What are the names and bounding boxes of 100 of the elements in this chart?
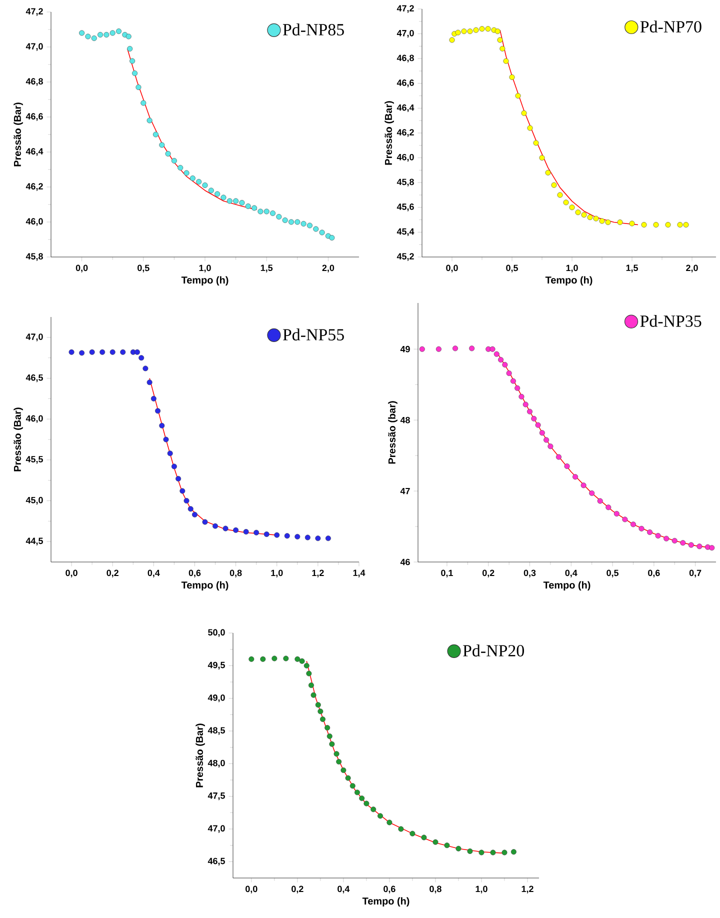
point — [245, 203, 251, 209]
point — [527, 408, 533, 414]
point — [575, 210, 581, 216]
point — [655, 532, 661, 538]
y-tick-label: 46,8 — [26, 78, 43, 86]
y-tick-label: 48 — [400, 416, 410, 424]
point — [310, 692, 316, 698]
x-tick-label: 0,4 — [148, 570, 160, 578]
point — [132, 70, 138, 76]
point — [85, 34, 91, 40]
point — [318, 708, 324, 714]
point — [587, 214, 593, 220]
point — [497, 37, 503, 43]
point — [100, 349, 106, 355]
point — [171, 158, 177, 164]
point — [556, 454, 562, 460]
point — [142, 366, 148, 372]
x-tick-label: 0,2 — [106, 570, 118, 578]
y-tick-label: 45,4 — [396, 228, 414, 236]
point — [264, 531, 270, 537]
point — [258, 208, 264, 214]
x-tick-label: 0,8 — [230, 570, 242, 578]
point — [130, 58, 136, 64]
y-tick-label: 45,8 — [396, 178, 414, 186]
point — [284, 533, 290, 539]
point — [214, 191, 220, 197]
point — [233, 527, 239, 533]
point — [313, 226, 319, 232]
point — [606, 504, 612, 510]
y-tick-label: 48,5 — [208, 727, 225, 735]
point — [184, 498, 190, 504]
y-tick-label: 44,5 — [26, 538, 43, 546]
point — [226, 198, 232, 204]
point — [436, 346, 442, 352]
y-tick-label: 45,8 — [26, 253, 43, 261]
point — [91, 35, 97, 41]
point — [315, 702, 321, 708]
point — [709, 545, 715, 551]
point — [364, 800, 370, 806]
point — [653, 222, 659, 228]
point — [531, 416, 537, 422]
point — [178, 164, 184, 170]
point — [498, 357, 504, 363]
x-tick-label: 0,0 — [446, 264, 458, 272]
point — [467, 28, 473, 34]
point — [134, 349, 140, 355]
y-tick-label: 47,0 — [26, 334, 43, 342]
x-tick-label: 1,0 — [199, 264, 211, 272]
point — [127, 46, 133, 52]
x-tick-label: 1,5 — [626, 264, 638, 272]
point — [304, 662, 310, 668]
x-tick-label: 0,7 — [689, 570, 702, 578]
y-tick-label: 46,2 — [396, 129, 414, 137]
point — [138, 355, 144, 361]
x-tick-label: 0,6 — [384, 886, 396, 894]
point — [167, 450, 173, 456]
y-tick-label: 47,0 — [208, 825, 225, 833]
point — [220, 194, 226, 200]
point — [564, 463, 570, 469]
point — [98, 32, 104, 38]
x-tick-label: 0,2 — [482, 570, 494, 578]
legend-label: Pd-NP70 — [640, 20, 702, 33]
point — [510, 849, 516, 855]
point — [325, 536, 331, 542]
point — [589, 490, 595, 496]
point — [120, 349, 126, 355]
point — [455, 30, 461, 36]
point — [196, 178, 202, 184]
point — [518, 394, 524, 400]
point — [260, 656, 266, 662]
x-axis-title: Tempo (h) — [181, 581, 228, 591]
point — [551, 182, 557, 188]
point — [315, 536, 321, 542]
point — [599, 218, 605, 224]
point — [359, 796, 365, 802]
point — [638, 526, 644, 532]
point — [535, 422, 541, 428]
x-tick-label: 0,6 — [648, 570, 660, 578]
x-axis-title: Tempo (h) — [543, 581, 590, 591]
point — [329, 234, 335, 240]
point — [514, 385, 520, 391]
y-tick-label: 46,6 — [26, 113, 43, 121]
point — [444, 842, 450, 848]
point — [116, 28, 122, 34]
point — [473, 27, 479, 33]
y-axis-title: Pressão (Bar) — [384, 101, 394, 165]
point — [208, 188, 214, 194]
point — [521, 110, 527, 116]
point — [502, 362, 508, 368]
point — [614, 510, 620, 516]
point — [192, 512, 198, 518]
point — [304, 534, 310, 540]
y-axis-title: Pressão (Bar) — [196, 724, 205, 788]
point — [180, 488, 186, 494]
point — [527, 125, 533, 131]
point — [190, 175, 196, 181]
point — [544, 437, 550, 443]
y-tick-label: 47,2 — [26, 8, 43, 16]
x-tick-label: 1,0 — [476, 886, 488, 894]
point — [572, 474, 578, 480]
